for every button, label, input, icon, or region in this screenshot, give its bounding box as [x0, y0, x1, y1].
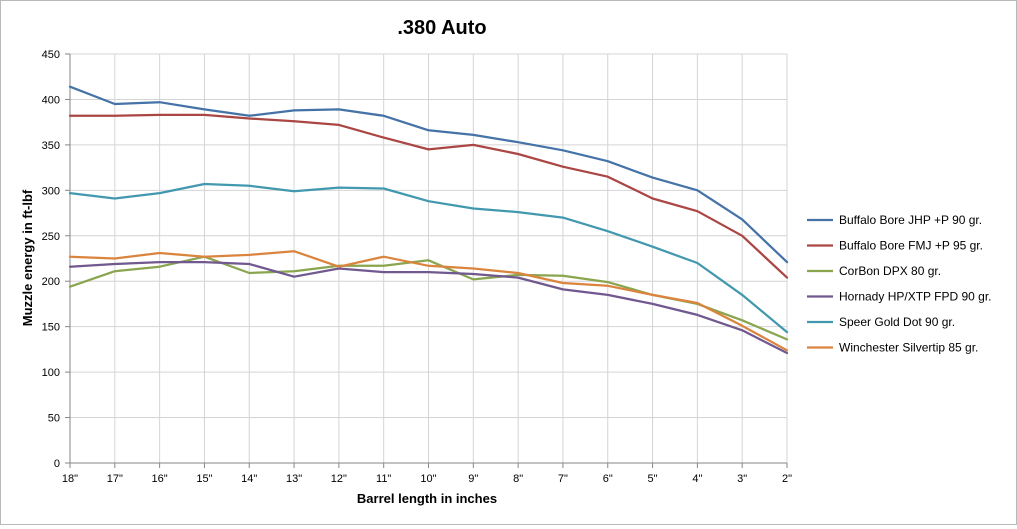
- x-tick-label: 12": [331, 473, 347, 485]
- series-line-0: [68, 85, 789, 264]
- y-tick-label: 450: [42, 49, 60, 61]
- chart-title: .380 Auto: [397, 17, 486, 39]
- axes: 0 50 100 150 200 250 300 350 400 450 18" 17" 16" 15" 1…: [42, 49, 792, 485]
- x-tick-label: 9": [468, 473, 478, 485]
- legend-item: Hornady HP/XTP FPD 90 gr.: [807, 290, 992, 304]
- x-tick-label: 4": [692, 473, 702, 485]
- x-tick-label: 14": [241, 473, 257, 485]
- x-tick-label: 15": [196, 473, 212, 485]
- y-tick-label: 50: [48, 413, 60, 425]
- x-tick-label: 16": [152, 473, 168, 485]
- legend-item: Winchester Silvertip 85 gr.: [807, 341, 978, 355]
- legend-label: CorBon DPX 80 gr.: [839, 264, 941, 278]
- y-tick-label: 150: [42, 322, 60, 334]
- series-lines: [68, 85, 789, 355]
- y-tick-label: 200: [42, 276, 60, 288]
- x-tick-label: 11": [376, 473, 391, 485]
- series-line-4: [68, 182, 789, 334]
- legend-label: Buffalo Bore FMJ +P 95 gr.: [839, 239, 983, 253]
- x-axis-title: Barrel length in inches: [357, 491, 497, 506]
- gridlines: [70, 53, 788, 463]
- x-tick-label: 6": [603, 473, 613, 485]
- x-tick-label: 2": [782, 473, 792, 485]
- series-line-5: [68, 250, 789, 352]
- x-tick-label: 3": [737, 473, 747, 485]
- legend-label: Speer Gold Dot 90 gr.: [839, 315, 955, 329]
- x-tick-label: 5": [648, 473, 658, 485]
- legend-label: Winchester Silvertip 85 gr.: [839, 341, 978, 355]
- y-axis-title: Muzzle energy in ft-lbf: [20, 189, 35, 326]
- legend-label: Buffalo Bore JHP +P 90 gr.: [839, 213, 982, 227]
- legend-item: CorBon DPX 80 gr.: [807, 264, 941, 278]
- y-tick-label: 250: [42, 231, 60, 243]
- series-line-1: [68, 113, 789, 279]
- x-tick-label: 13": [286, 473, 302, 485]
- y-tick-label: 300: [42, 185, 60, 197]
- legend-item: Speer Gold Dot 90 gr.: [807, 315, 955, 329]
- x-tick-label: 17": [107, 473, 123, 485]
- legend-label: Hornady HP/XTP FPD 90 gr.: [839, 290, 992, 304]
- x-tick-label: 8": [513, 473, 523, 485]
- y-tick-label: 350: [42, 140, 60, 152]
- x-tick-label: 7": [558, 473, 568, 485]
- legend: Buffalo Bore JHP +P 90 gr. Buffalo Bore F…: [807, 213, 992, 355]
- x-tick-label: 18": [62, 473, 78, 485]
- y-tick-label: 400: [42, 94, 60, 106]
- y-tick-label: 100: [42, 367, 60, 379]
- legend-item: Buffalo Bore JHP +P 90 gr.: [807, 213, 982, 227]
- x-tick-label: 10": [420, 473, 436, 485]
- y-tick-label: 0: [54, 458, 60, 470]
- series-line-3: [68, 260, 789, 355]
- legend-item: Buffalo Bore FMJ +P 95 gr.: [807, 239, 983, 253]
